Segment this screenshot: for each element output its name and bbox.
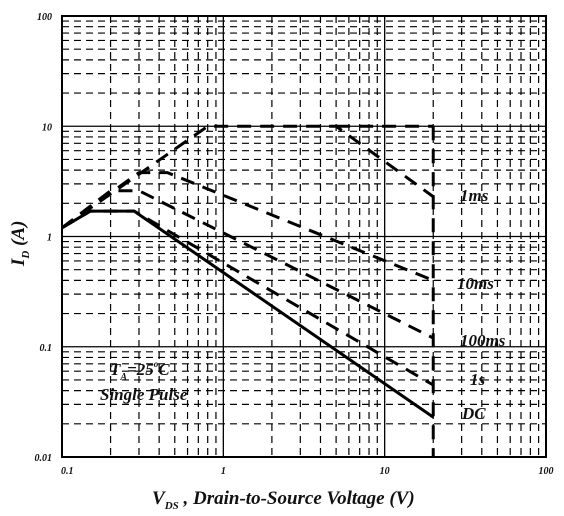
y-axis-title: ID (A) <box>8 221 32 267</box>
curve-label-1ms: 1ms <box>460 186 489 205</box>
curve-label-100ms: 100ms <box>460 331 506 350</box>
curve-label-10ms: 10ms <box>457 274 494 293</box>
y-tick-label: 0.01 <box>35 453 53 464</box>
x-tick-label: 0.1 <box>61 466 74 477</box>
y-tick-label: 1 <box>47 233 52 244</box>
series-line-100ms <box>61 189 434 340</box>
x-axis-title: VDS , Drain-to-Source Voltage (V) <box>152 488 415 512</box>
series-line-1ms <box>61 124 435 230</box>
curve-label-1s: 1s <box>470 370 486 389</box>
x-tick-label: 1 <box>221 466 226 477</box>
x-tick-label: 10 <box>380 466 390 477</box>
plot-frame <box>61 15 547 458</box>
y-tick-label: 100 <box>37 12 52 23</box>
x-tick-label: 100 <box>539 466 554 477</box>
series-layer <box>61 124 435 457</box>
ticks: 0.1 1 10 100 100 10 1 0.1 0.01 <box>35 12 554 477</box>
annotation-pulse: Single Pulse <box>100 385 188 404</box>
annotation: TA=25oC Single Pulse <box>100 359 188 404</box>
series-line-dc <box>61 209 435 419</box>
annotation-temperature: TA=25oC <box>110 359 170 383</box>
y-tick-label: 0.1 <box>40 343 53 354</box>
curve-label-DC: DC <box>461 404 486 423</box>
curve-labels: 1ms 10ms 100ms 1s DC <box>457 186 506 423</box>
y-tick-label: 10 <box>42 122 52 133</box>
